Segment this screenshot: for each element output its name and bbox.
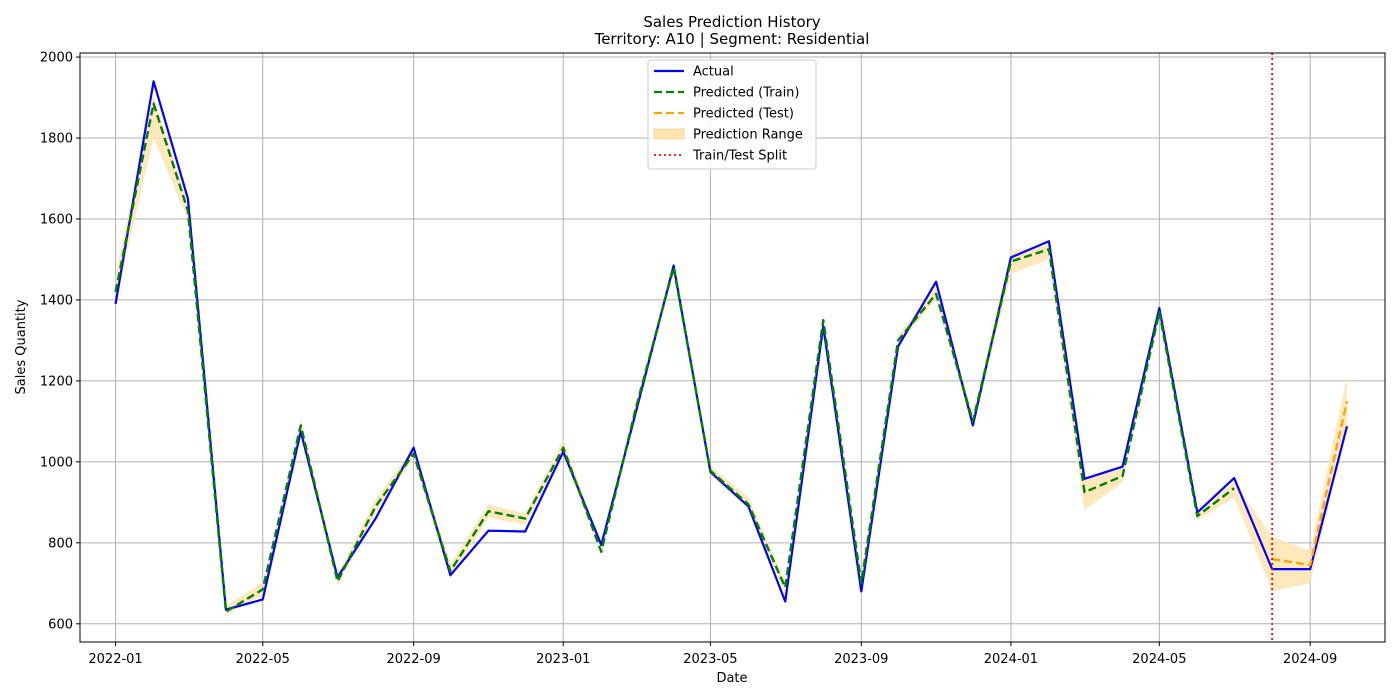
- x-axis-ticks: 2022-01 2022-05 2022-09 2023-01 2023-05 2023-…: [88, 642, 1337, 667]
- y-tick-label: 800: [48, 536, 73, 551]
- legend-label-range: Prediction Range: [693, 128, 803, 143]
- y-tick-label: 600: [48, 617, 73, 632]
- x-tick-label: 2022-09: [386, 652, 440, 667]
- x-axis-label: Date: [716, 671, 747, 686]
- grid-lines: [80, 53, 1385, 642]
- y-tick-label: 2000: [40, 51, 73, 66]
- x-tick-label: 2023-09: [834, 652, 888, 667]
- chart-title: Sales Prediction History: [643, 13, 820, 31]
- chart-subtitle: Territory: A10 | Segment: Residential: [594, 30, 870, 48]
- x-tick-label: 2022-05: [236, 652, 290, 667]
- y-axis-label: Sales Quantity: [14, 299, 29, 394]
- legend-label-test: Predicted (Test): [693, 107, 794, 122]
- y-tick-label: 1200: [40, 374, 73, 389]
- y-tick-label: 1000: [40, 455, 73, 470]
- x-tick-label: 2023-01: [536, 652, 590, 667]
- x-tick-label: 2022-01: [88, 652, 142, 667]
- legend-swatch-range: [653, 128, 685, 140]
- plot-area-frame: [79, 52, 1386, 643]
- legend-box: [647, 59, 817, 170]
- y-tick-label: 1800: [40, 132, 73, 147]
- x-tick-label: 2023-05: [683, 652, 737, 667]
- predicted-train-line: [114, 102, 1235, 613]
- x-tick-label: 2024-01: [984, 652, 1038, 667]
- y-axis-ticks: 600 800 1000 1200 1400 1600 1800 2000: [40, 51, 80, 632]
- y-tick-label: 1600: [40, 212, 73, 227]
- legend-label-actual: Actual: [693, 65, 734, 80]
- legend-label-split: Train/Test Split: [692, 149, 787, 164]
- legend-label-train: Predicted (Train): [693, 86, 800, 101]
- x-tick-label: 2024-05: [1132, 652, 1186, 667]
- series-lines: [114, 80, 1349, 613]
- predicted-test-line: [1271, 400, 1349, 567]
- legend: Actual Predicted (Train) Predicted (Test) P…: [647, 59, 817, 170]
- x-tick-label: 2024-09: [1283, 652, 1337, 667]
- y-tick-label: 1400: [40, 293, 73, 308]
